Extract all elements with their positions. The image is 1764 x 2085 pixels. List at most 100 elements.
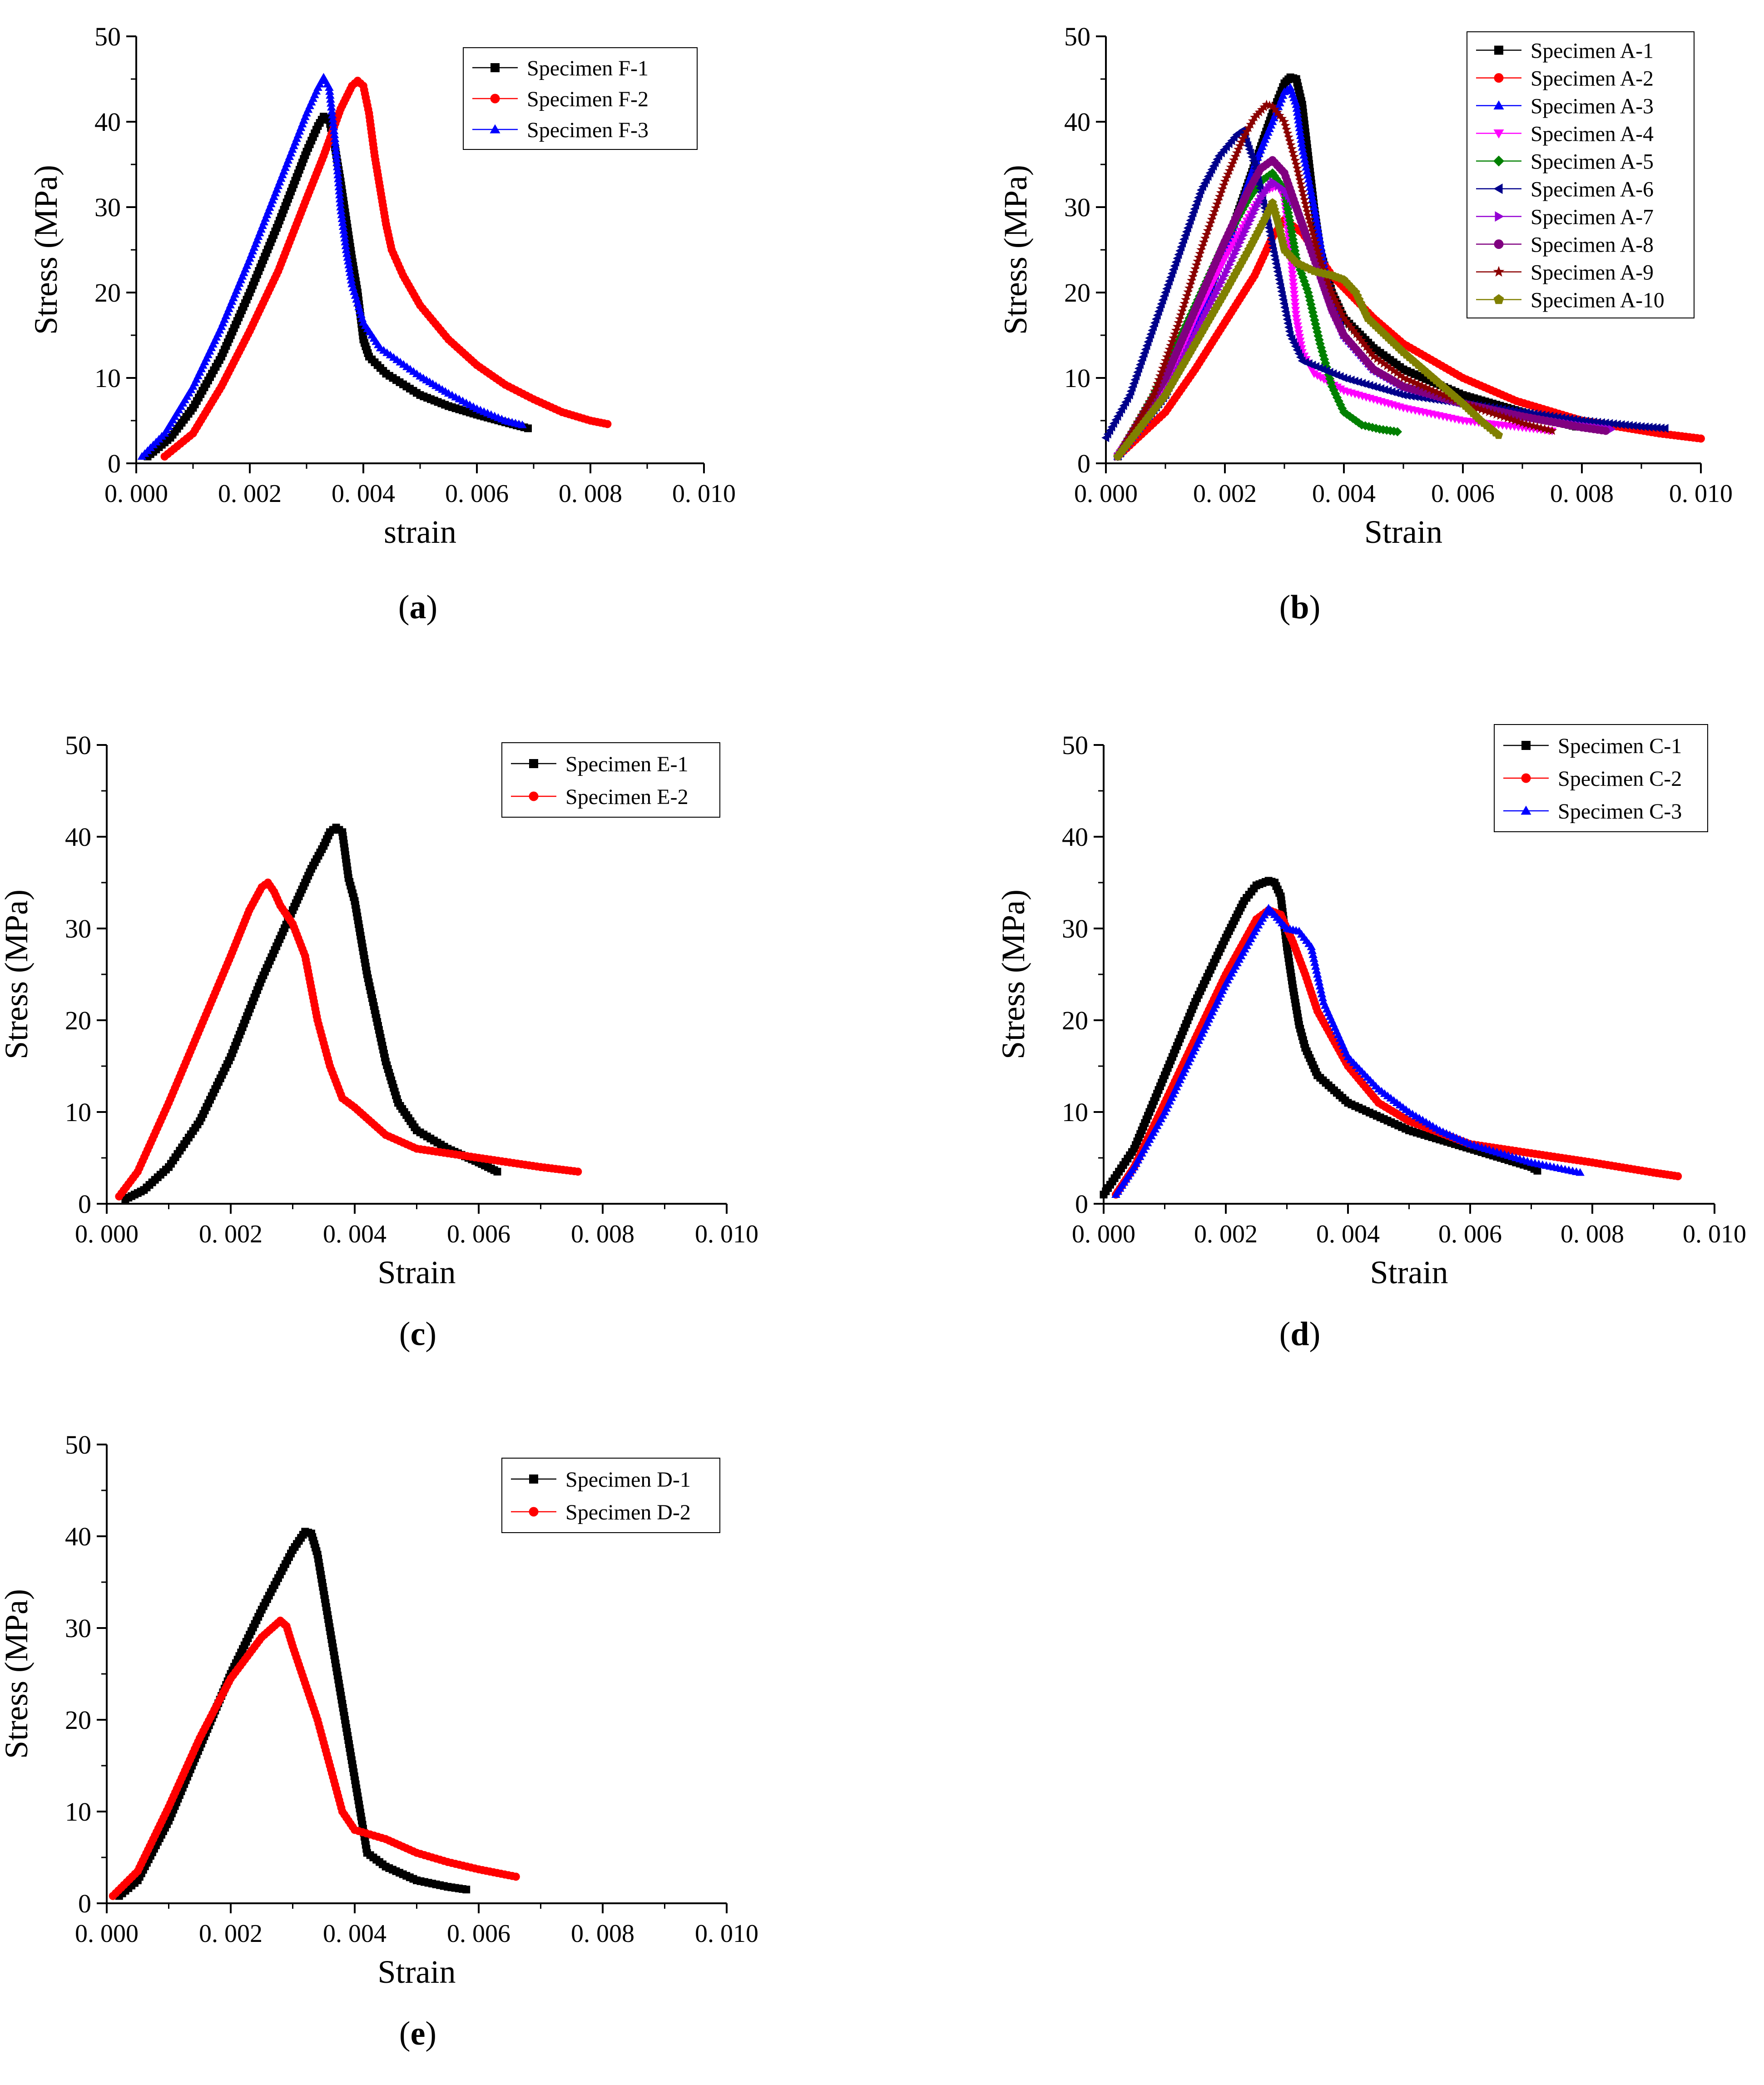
data-point: [1361, 342, 1371, 351]
y-tick-label: 0: [108, 449, 121, 478]
chart-c-svg: 0. 000 0. 002 0. 004 0. 006 0. 008 0. 010 0 10 2…: [0, 730, 758, 1291]
data-point: [1294, 119, 1303, 128]
x-tick-label: 0. 010: [1669, 480, 1733, 508]
y-tick-label: 40: [1062, 822, 1088, 852]
data-point: [1301, 159, 1310, 167]
legend: Specimen E-1 Specimen E-2: [501, 742, 720, 818]
data-point: [1484, 407, 1494, 417]
data-point: [1169, 329, 1179, 338]
chart-d-svg: 0. 000 0. 002 0. 004 0. 006 0. 008 0. 010 0 10 2…: [995, 724, 1746, 1291]
data-point: [328, 114, 337, 123]
legend-marker: [1493, 155, 1504, 167]
data-point: [1164, 344, 1174, 354]
data-point: [1188, 272, 1198, 281]
legend-label: Specimen D-2: [565, 1500, 691, 1524]
data-point: [346, 268, 355, 276]
data-point: [1309, 954, 1318, 962]
data-point: [1167, 337, 1177, 346]
legend-marker: [1494, 45, 1503, 55]
data-point: [328, 119, 338, 127]
data-point: [1402, 391, 1411, 400]
data-point: [1268, 101, 1278, 111]
data-point: [1299, 195, 1309, 204]
data-point: [1349, 326, 1359, 335]
legend-label: Specimen C-1: [1558, 734, 1682, 758]
legend: Specimen F-1 Specimen F-2 Specimen F-3: [463, 47, 698, 150]
data-point: [343, 257, 353, 265]
legend-marker: [529, 1507, 539, 1517]
legend-label: Specimen E-1: [565, 752, 689, 776]
caption-c: (c): [399, 1316, 437, 1353]
legend-box: [1467, 31, 1695, 318]
data-point: [1398, 373, 1408, 382]
data-point: [1308, 230, 1318, 239]
data-point: [332, 158, 342, 166]
data-point: [337, 210, 347, 218]
data-point: [1473, 403, 1483, 413]
data-point: [335, 190, 344, 199]
x-tick-label: 0. 002: [199, 1920, 263, 1948]
data-point: [1304, 174, 1313, 183]
x-tick-label: 0. 010: [1683, 1220, 1746, 1248]
data-point: [1305, 296, 1315, 305]
data-point: [1293, 112, 1303, 120]
data-point: [1305, 218, 1315, 228]
data-point: [1348, 414, 1358, 423]
x-tick-label: 0. 004: [323, 1220, 386, 1248]
y-tick-label: 50: [65, 1430, 91, 1460]
series-10: [1113, 198, 1503, 461]
data-point: [1189, 268, 1199, 277]
data-point: [1178, 302, 1188, 312]
data-point: [1337, 309, 1347, 319]
legend-label: Specimen A-2: [1531, 67, 1654, 91]
y-tick-label: 20: [1064, 278, 1090, 308]
data-point: [1327, 288, 1337, 297]
data-point: [1576, 1168, 1585, 1176]
data-point: [1477, 404, 1487, 414]
x-tick-label: 0. 006: [447, 1220, 510, 1248]
data-point: [1336, 306, 1345, 315]
data-point: [1372, 354, 1382, 363]
data-point: [1179, 298, 1189, 308]
y-tick-label: 20: [65, 1006, 91, 1035]
x-axis-label: Strain: [1370, 1254, 1448, 1291]
data-point: [1270, 104, 1280, 114]
data-point: [1293, 108, 1302, 116]
data-point: [1295, 127, 1305, 135]
data-point: [1160, 356, 1170, 365]
data-point: [1294, 115, 1303, 124]
y-tick-label: 40: [65, 822, 91, 852]
data-point: [1201, 229, 1211, 239]
data-point: [1625, 421, 1633, 430]
data-point: [1283, 128, 1293, 138]
y-tick-label: 30: [94, 193, 121, 222]
data-point: [333, 170, 342, 179]
data-point: [1212, 199, 1222, 208]
data-point: [1366, 348, 1376, 357]
data-point: [1334, 302, 1344, 312]
data-point: [1291, 311, 1301, 319]
data-point: [1660, 424, 1669, 433]
data-point: [339, 226, 348, 234]
data-point: [1312, 966, 1321, 974]
data-point: [344, 260, 353, 268]
y-tick-label: 50: [1064, 22, 1090, 51]
data-point: [1332, 298, 1342, 308]
data-point: [1292, 100, 1301, 108]
x-axis-label: Strain: [1364, 514, 1442, 550]
data-point: [1313, 227, 1323, 235]
data-point: [1213, 195, 1223, 205]
data-point: [1469, 402, 1479, 412]
data-point: [331, 142, 340, 150]
legend-label: Specimen E-2: [565, 785, 689, 809]
data-point: [332, 154, 341, 163]
data-point: [1300, 154, 1309, 163]
x-tick-label: 0. 006: [1438, 1220, 1502, 1248]
data-point: [1315, 253, 1325, 263]
data-point: [1653, 423, 1661, 432]
data-point: [1174, 318, 1184, 327]
data-point: [1177, 306, 1187, 316]
data-point: [1314, 231, 1324, 239]
data-point: [1288, 267, 1297, 275]
legend-marker: [1494, 73, 1504, 83]
